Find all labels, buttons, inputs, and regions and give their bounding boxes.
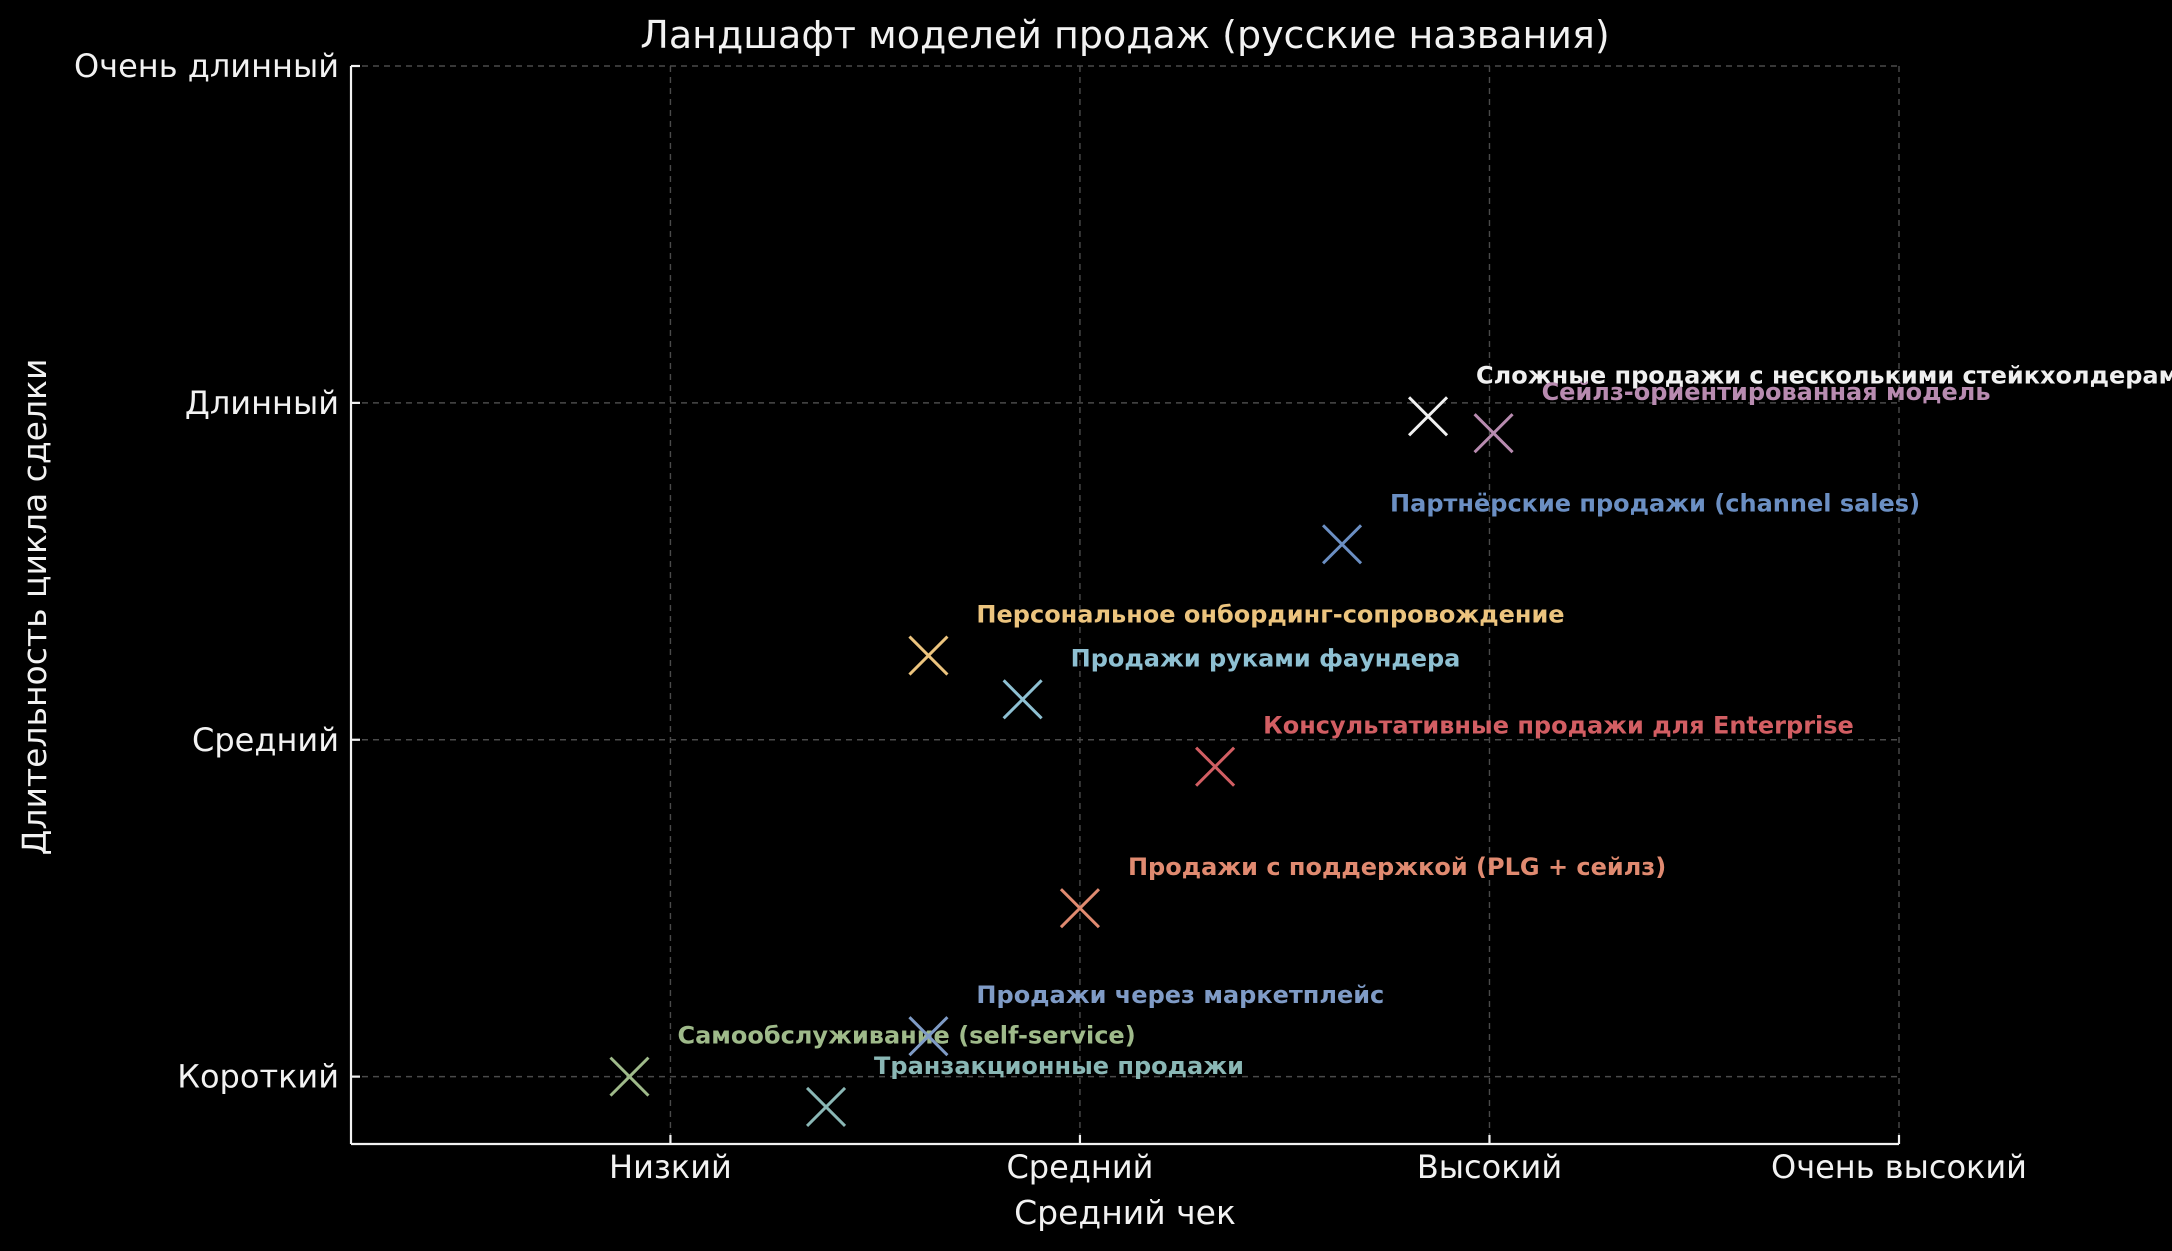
grid-lines	[351, 65, 1900, 1144]
data-point-8: Партнёрские продажи (channel sales)	[1321, 489, 1920, 565]
data-point-9: Сложные продажи с несколькими стейкхолде…	[1407, 361, 2172, 437]
point-label-8: Партнёрские продажи (channel sales)	[1390, 489, 1920, 517]
x-tick-label-2: Средний	[1006, 1148, 1153, 1186]
data-point-7: Консультативные продажи для Enterprise	[1195, 712, 1854, 787]
point-marker-stroke-b	[609, 1056, 650, 1097]
y-tick-label-3: Длинный	[185, 384, 339, 422]
y-tick-label-4: Очень длинный	[74, 47, 339, 85]
point-marker-stroke-b	[1407, 396, 1449, 437]
x-tick-label-4: Очень высокий	[1771, 1148, 2027, 1186]
data-point-1: Самообслуживание (self-service)	[609, 1022, 1136, 1097]
point-label-4: Продажи с поддержкой (PLG + сейлз)	[1128, 853, 1666, 881]
chart-title: Ландшафт моделей продаж (русские названи…	[640, 13, 1609, 57]
point-marker-stroke-b	[908, 635, 949, 676]
point-label-10: Сейлз-ориентированная модель	[1542, 378, 1991, 406]
y-tick-label-1: Короткий	[177, 1058, 339, 1096]
point-label-9: Сложные продажи с несколькими стейкхолде…	[1476, 361, 2172, 389]
point-marker-stroke-b	[805, 1086, 847, 1128]
x-axis-label: Средний чек	[1014, 1193, 1236, 1232]
axes: Низкий Средний Высокий Очень высокий Коротки…	[74, 47, 2027, 1186]
point-marker-stroke-b	[1059, 888, 1101, 929]
point-label-3: Продажи через маркетплейс	[976, 981, 1384, 1009]
data-point-3: Продажи через маркетплейс	[908, 981, 1384, 1057]
data-points: Самообслуживание (self-service)Транзакци…	[609, 361, 2172, 1128]
point-label-6: Продажи руками фаундера	[1071, 644, 1461, 672]
point-marker-stroke-b	[1002, 679, 1043, 720]
point-label-2: Транзакционные продажи	[874, 1052, 1244, 1080]
y-tick-label-2: Средний	[192, 721, 339, 759]
data-point-10: Сейлз-ориентированная модель	[1473, 378, 1991, 454]
x-tick-label-1: Низкий	[609, 1148, 732, 1186]
point-label-7: Консультативные продажи для Enterprise	[1263, 712, 1854, 740]
point-marker-stroke-b	[1195, 746, 1236, 787]
point-marker-stroke-b	[1473, 413, 1514, 454]
data-point-6: Продажи руками фаундера	[1002, 644, 1461, 720]
y-axis-label: Длительность цикла сделки	[15, 359, 54, 856]
x-tick-label-3: Высокий	[1417, 1148, 1562, 1186]
data-point-5: Персональное онбординг-сопровождение	[908, 601, 1565, 676]
point-marker-stroke-b	[908, 1016, 949, 1057]
point-marker-stroke-b	[1321, 524, 1363, 565]
point-label-5: Персональное онбординг-сопровождение	[976, 601, 1564, 629]
data-point-2: Транзакционные продажи	[805, 1052, 1244, 1128]
data-point-4: Продажи с поддержкой (PLG + сейлз)	[1059, 853, 1666, 929]
point-label-1: Самообслуживание (self-service)	[677, 1022, 1135, 1050]
